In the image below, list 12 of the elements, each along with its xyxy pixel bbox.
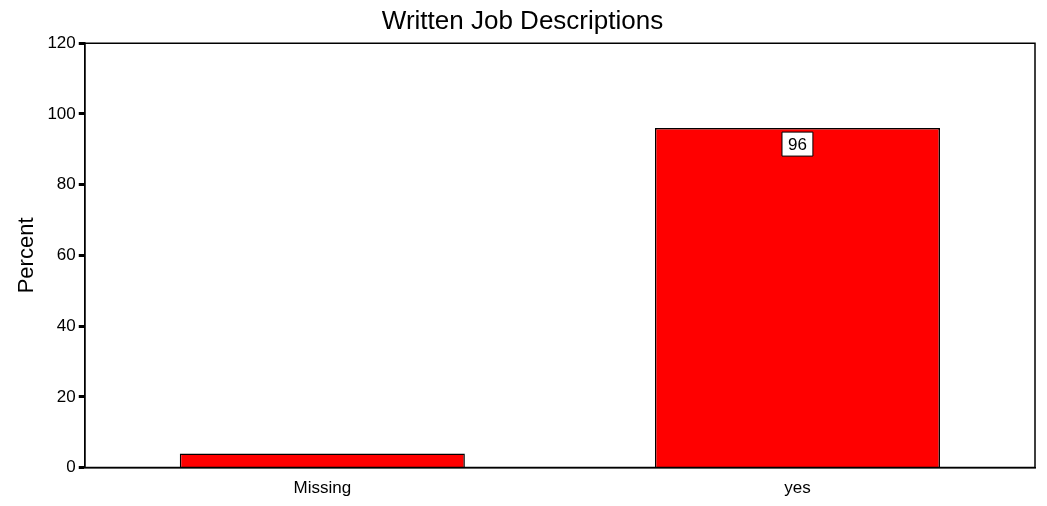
x-tick-label: yes: [784, 478, 811, 498]
chart-title: Written Job Descriptions: [381, 4, 664, 35]
y-tick-label: 20: [56, 386, 76, 406]
y-tick-label: 40: [56, 315, 76, 335]
y-tick-label: 80: [56, 174, 76, 194]
data-label: 96: [787, 134, 807, 154]
x-tick-label: Missing: [293, 478, 352, 498]
y-axis-title: Percent: [13, 217, 39, 294]
y-tick-label: 0: [66, 457, 76, 477]
y-tick-label: 60: [56, 245, 76, 265]
y-tick-label: 100: [47, 103, 76, 123]
y-tick-label: 120: [47, 32, 76, 52]
